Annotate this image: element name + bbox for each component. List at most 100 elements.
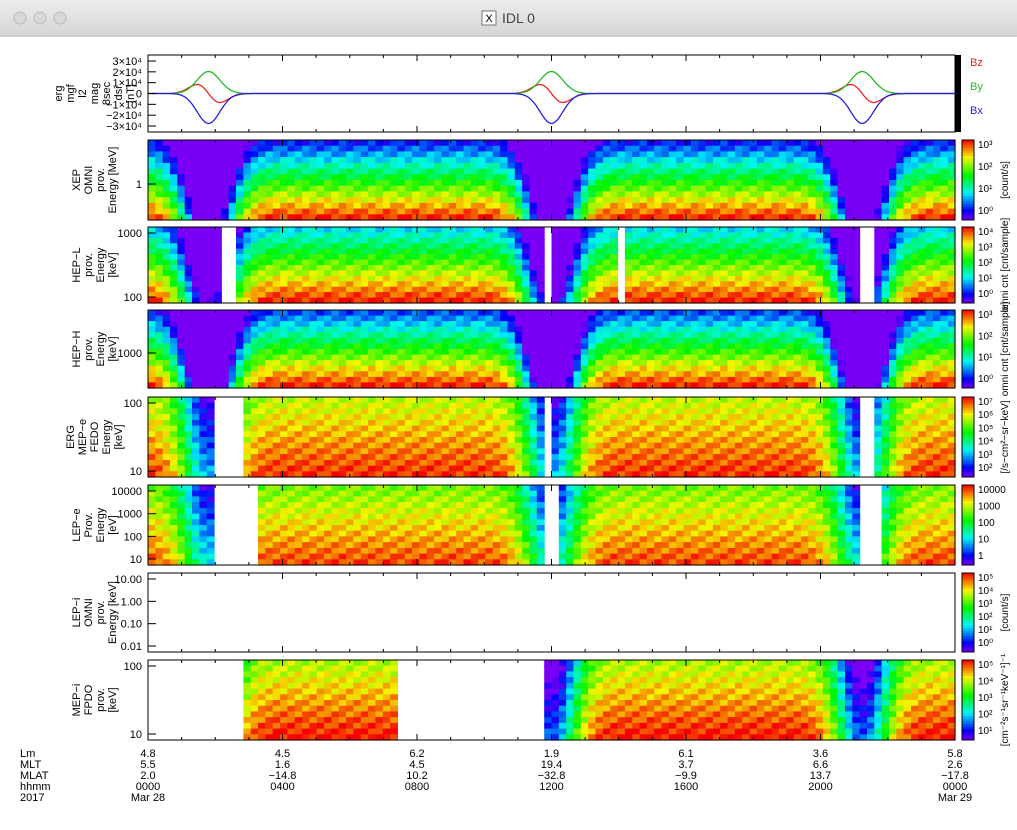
spectrogram-cell [478, 163, 486, 169]
spectrogram-cell [552, 355, 560, 361]
spectrogram-cell [845, 332, 853, 338]
spectrogram-cell [185, 151, 193, 157]
spectrogram-cell [874, 287, 882, 293]
spectrogram-cell [148, 203, 156, 209]
spectrogram-cell [676, 232, 684, 238]
spectrogram-cell [412, 169, 420, 175]
spectrogram-cell [918, 327, 926, 333]
spectrogram-cell [654, 238, 662, 244]
spectrogram-cell [720, 343, 728, 349]
spectrogram-cell [882, 232, 890, 238]
spectrogram-cell [383, 238, 391, 244]
spectrogram-cell [229, 209, 237, 215]
spectrogram-cell [331, 163, 339, 169]
spectrogram-cell [309, 197, 317, 203]
spectrogram-cell [588, 232, 596, 238]
spectrogram-cell [185, 403, 193, 409]
spectrogram-cell [508, 321, 516, 327]
spectrogram-cell [596, 366, 604, 372]
spectrogram-cell [698, 163, 706, 169]
spectrogram-cell [838, 169, 846, 175]
spectrogram-cell [911, 343, 919, 349]
spectrogram-cell [794, 310, 802, 316]
spectrogram-cell [588, 203, 596, 209]
spectrogram-cell [243, 270, 251, 276]
spectrogram-cell [559, 332, 567, 338]
spectrogram-cell [823, 260, 831, 266]
spectrogram-cell [904, 371, 912, 377]
spectrogram-cell [882, 203, 890, 209]
spectrogram-cell [486, 232, 494, 238]
spectrogram-cell [368, 140, 376, 146]
spectrogram-cell [552, 343, 560, 349]
spectrogram-cell [243, 260, 251, 266]
spectrogram-cell [522, 316, 530, 322]
spectrogram-cell [603, 174, 611, 180]
spectrogram-cell [860, 203, 868, 209]
spectrogram-cell [251, 343, 259, 349]
spectrogram-cell [522, 254, 530, 260]
spectrogram-cell [918, 265, 926, 271]
spectrogram-cell [346, 276, 354, 282]
spectrogram-cell [207, 321, 215, 327]
spectrogram-cell [610, 310, 618, 316]
spectrogram-cell [508, 260, 516, 266]
spectrogram-cell [603, 349, 611, 355]
spectrogram-cell [882, 316, 890, 322]
spectrogram-cell [552, 180, 560, 186]
spectrogram-cell [735, 157, 743, 163]
spectrogram-cell [640, 366, 648, 372]
spectrogram-cell [331, 338, 339, 344]
spectrogram-cell [794, 249, 802, 255]
spectrogram-cell [478, 377, 486, 383]
spectrogram-cell [397, 366, 405, 372]
spectrogram-cell [581, 360, 589, 366]
spectrogram-cell [368, 203, 376, 209]
spectrogram-cell [838, 203, 846, 209]
spectrogram-cell [640, 349, 648, 355]
spectrogram-cell [728, 332, 736, 338]
spectrogram-cell [265, 203, 273, 209]
spectrogram-cell [735, 180, 743, 186]
spectrogram-cell [940, 260, 948, 266]
colorbar-cell [962, 283, 974, 286]
spectrogram-cell [933, 332, 941, 338]
spectrogram-cell [640, 232, 648, 238]
spectrogram-cell [427, 360, 435, 366]
spectrogram-cell [566, 169, 574, 175]
spectrogram-cell [874, 321, 882, 327]
spectrogram-cell [684, 249, 692, 255]
spectrogram-cell [192, 151, 200, 157]
close-button[interactable] [14, 12, 26, 24]
spectrogram-cell [486, 243, 494, 249]
spectrogram-cell [522, 371, 530, 377]
spectrogram-cell [823, 281, 831, 287]
spectrogram-cell [720, 232, 728, 238]
spectrogram-cell [185, 349, 193, 355]
spectrogram-cell [346, 232, 354, 238]
spectrogram-cell [918, 203, 926, 209]
spectrogram-cell [185, 292, 193, 298]
spectrogram-cell [339, 316, 347, 322]
spectrogram-cell [676, 243, 684, 249]
spectrogram-cell [287, 238, 295, 244]
spectrogram-cell [838, 327, 846, 333]
spectrogram-cell [508, 191, 516, 197]
spectrogram-cell [148, 186, 156, 192]
spectrogram-cell [808, 355, 816, 361]
spectrogram-cell [713, 332, 721, 338]
spectrogram-cell [772, 349, 780, 355]
spectrogram-cell [243, 343, 251, 349]
spectrogram-cell [816, 316, 824, 322]
spectrogram-cell [757, 332, 765, 338]
spectrogram-cell [390, 227, 398, 233]
spectrogram-cell [874, 327, 882, 333]
minimize-button[interactable] [34, 12, 46, 24]
spectrogram-cell [918, 349, 926, 355]
spectrogram-cell [852, 140, 860, 146]
zoom-button[interactable] [54, 12, 66, 24]
spectrogram-cell [706, 316, 714, 322]
spectrogram-cell [918, 191, 926, 197]
spectrogram-cell [654, 355, 662, 361]
spectrogram-cell [339, 249, 347, 255]
